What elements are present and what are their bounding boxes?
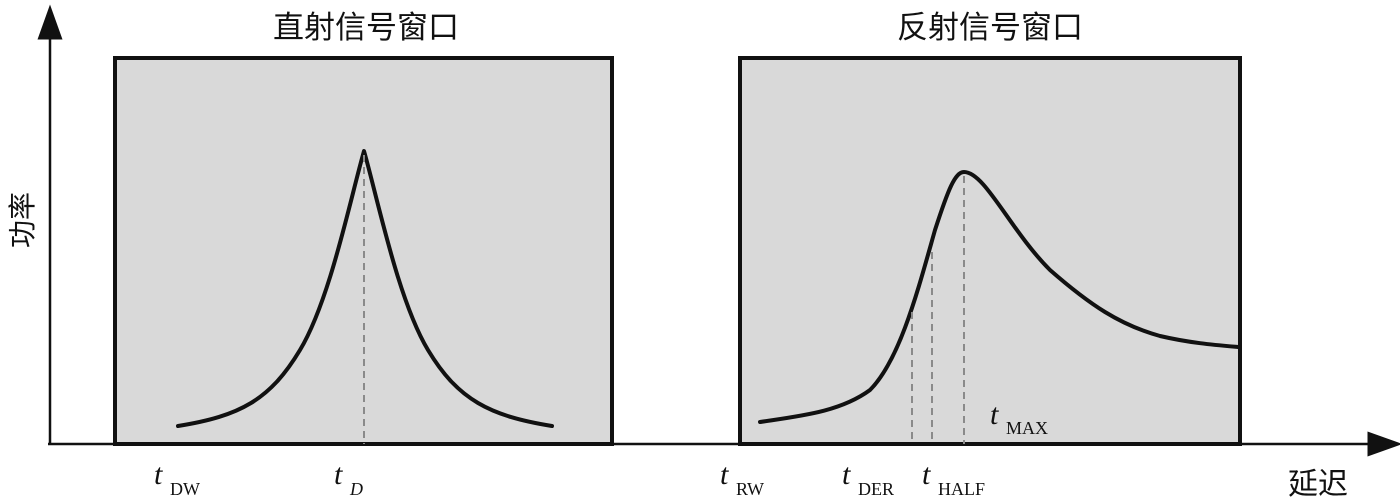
reflected-window-box bbox=[738, 56, 1242, 446]
marker-t-rw-sub: RW bbox=[736, 479, 764, 499]
marker-t-dw-sub: DW bbox=[170, 479, 200, 499]
marker-t-max-sub: MAX bbox=[1006, 418, 1048, 438]
reflected-window-title: 反射信号窗口 bbox=[897, 10, 1083, 46]
marker-t-dw-t: t bbox=[154, 458, 163, 491]
marker-t-dw: t DW bbox=[154, 458, 200, 499]
reflected-signal-curve bbox=[758, 170, 1240, 424]
x-axis-label: 延迟 bbox=[1288, 467, 1348, 501]
direct-window-title: 直射信号窗口 bbox=[273, 10, 459, 46]
marker-t-d-t: t bbox=[334, 458, 343, 491]
marker-t-der-sub: DER bbox=[858, 479, 894, 499]
direct-signal-curve bbox=[176, 149, 554, 428]
marker-t-der: t DER bbox=[842, 458, 894, 499]
y-axis-label: 功率 bbox=[6, 192, 39, 248]
marker-t-d: t D bbox=[334, 458, 363, 499]
marker-t-rw-t: t bbox=[720, 458, 729, 491]
marker-t-d-sub: D bbox=[349, 479, 363, 499]
marker-t-half-t: t bbox=[922, 458, 931, 491]
marker-t-max-t: t bbox=[990, 398, 999, 431]
marker-t-half: t HALF bbox=[922, 458, 985, 499]
marker-t-rw: t RW bbox=[720, 458, 764, 499]
marker-t-der-t: t bbox=[842, 458, 851, 491]
marker-t-half-sub: HALF bbox=[938, 479, 985, 499]
marker-t-max: t MAX bbox=[990, 398, 1048, 438]
